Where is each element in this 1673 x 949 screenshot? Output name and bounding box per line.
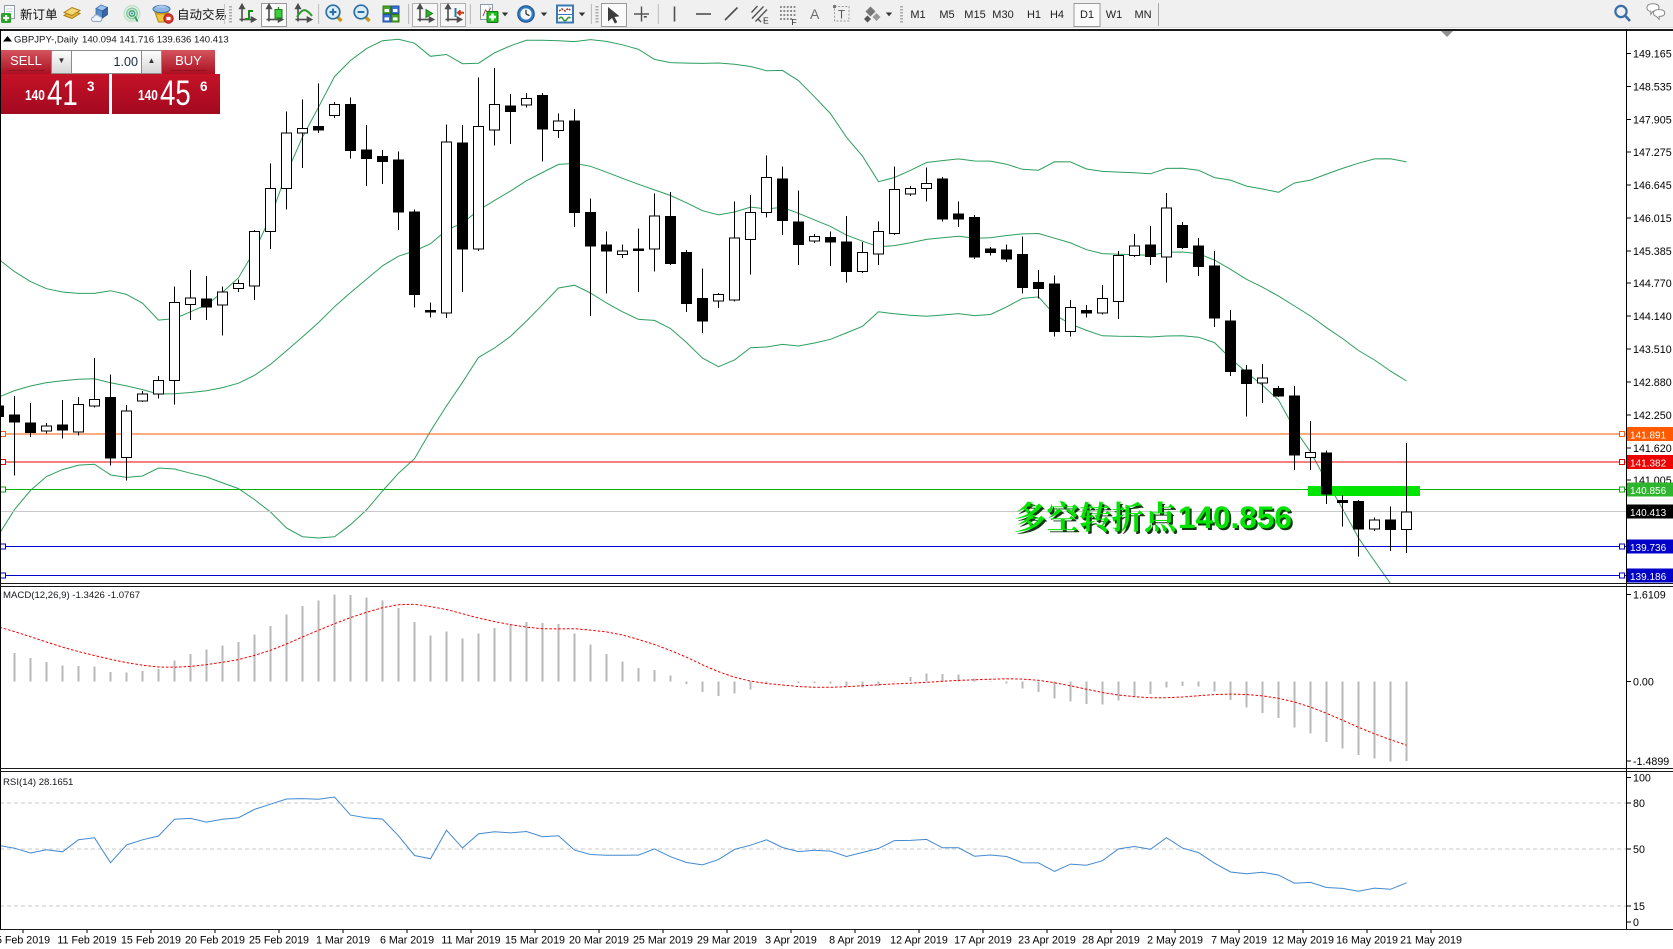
svg-text:50: 50	[1633, 844, 1645, 856]
svg-text:7 May 2019: 7 May 2019	[1211, 935, 1267, 947]
svg-text:139.186: 139.186	[1630, 572, 1667, 583]
svg-text:3 Apr 2019: 3 Apr 2019	[765, 935, 817, 947]
svg-text:25 Feb 2019: 25 Feb 2019	[249, 935, 309, 947]
svg-text:15 Mar 2019: 15 Mar 2019	[505, 935, 565, 947]
svg-text:MN: MN	[1134, 9, 1151, 21]
svg-text:80: 80	[1633, 798, 1645, 810]
svg-text:RSI(14) 28.1651: RSI(14) 28.1651	[3, 777, 73, 788]
svg-text:11 Feb 2019: 11 Feb 2019	[57, 935, 116, 947]
svg-text:25 Mar 2019: 25 Mar 2019	[633, 935, 693, 947]
svg-text:2 May 2019: 2 May 2019	[1147, 935, 1203, 947]
svg-text:141.382: 141.382	[1630, 459, 1667, 470]
svg-text:144.770: 144.770	[1633, 278, 1672, 290]
svg-text:142.250: 142.250	[1633, 410, 1672, 422]
svg-text:F: F	[792, 17, 797, 27]
svg-text:146.015: 146.015	[1633, 213, 1672, 225]
svg-text:H1: H1	[1027, 9, 1041, 21]
svg-text:144.140: 144.140	[1633, 311, 1672, 323]
svg-text:0.00: 0.00	[1633, 676, 1654, 688]
svg-text:0: 0	[1633, 917, 1639, 929]
svg-text:1 Mar 2019: 1 Mar 2019	[316, 935, 370, 947]
svg-text:11 Mar 2019: 11 Mar 2019	[441, 935, 500, 947]
svg-text:141.891: 141.891	[1630, 431, 1667, 442]
svg-text:140.856: 140.856	[1630, 486, 1667, 497]
svg-text:12 May 2019: 12 May 2019	[1272, 935, 1334, 947]
svg-text:28 Apr 2019: 28 Apr 2019	[1082, 935, 1140, 947]
svg-text:17 Apr 2019: 17 Apr 2019	[954, 935, 1012, 947]
svg-text:GBPJPY-,Daily: GBPJPY-,Daily	[14, 35, 78, 46]
svg-text:146.645: 146.645	[1633, 180, 1672, 192]
svg-text:5 Feb 2019: 5 Feb 2019	[0, 935, 50, 947]
svg-text:23 Apr 2019: 23 Apr 2019	[1018, 935, 1076, 947]
svg-text:-1.4899: -1.4899	[1633, 756, 1669, 768]
svg-text:M15: M15	[964, 9, 985, 21]
svg-text:MACD(12,26,9) -1.3426 -1.0767: MACD(12,26,9) -1.3426 -1.0767	[3, 590, 140, 601]
svg-text:100: 100	[1633, 773, 1651, 785]
svg-text:8 Apr 2019: 8 Apr 2019	[829, 935, 881, 947]
svg-text:142.880: 142.880	[1633, 377, 1672, 389]
svg-text:H4: H4	[1050, 9, 1064, 21]
svg-text:T: T	[838, 10, 845, 22]
svg-text:148.535: 148.535	[1633, 81, 1672, 93]
svg-text:149.165: 149.165	[1633, 48, 1672, 60]
svg-text:W1: W1	[1106, 9, 1123, 21]
svg-text:140.856: 140.856	[1180, 501, 1294, 537]
svg-text:140.413: 140.413	[1630, 508, 1667, 519]
svg-text:1.6109: 1.6109	[1633, 589, 1666, 601]
svg-text:139.736: 139.736	[1630, 543, 1667, 554]
svg-text:E: E	[763, 16, 769, 26]
svg-text:140.856: 140.856	[1178, 499, 1292, 535]
svg-text:147.275: 147.275	[1633, 147, 1672, 159]
svg-text:141.620: 141.620	[1633, 443, 1672, 455]
svg-text:M30: M30	[992, 9, 1013, 21]
svg-text:145.385: 145.385	[1633, 246, 1672, 258]
svg-text:12 Apr 2019: 12 Apr 2019	[890, 935, 948, 947]
svg-text:20 Mar 2019: 20 Mar 2019	[569, 935, 629, 947]
svg-text:M1: M1	[910, 9, 925, 21]
svg-text:15 Feb 2019: 15 Feb 2019	[121, 935, 181, 947]
svg-text:21 May 2019: 21 May 2019	[1400, 935, 1462, 947]
svg-text:M5: M5	[939, 9, 954, 21]
svg-text:6 Mar 2019: 6 Mar 2019	[380, 935, 434, 947]
svg-text:15: 15	[1633, 901, 1645, 913]
svg-text:D1: D1	[1080, 9, 1094, 21]
svg-text:29 Mar 2019: 29 Mar 2019	[697, 935, 757, 947]
svg-text:20 Feb 2019: 20 Feb 2019	[185, 935, 245, 947]
svg-text:147.905: 147.905	[1633, 114, 1672, 126]
svg-text:143.510: 143.510	[1633, 344, 1672, 356]
svg-text:A: A	[810, 6, 820, 22]
svg-text:16 May 2019: 16 May 2019	[1336, 935, 1398, 947]
svg-text:140.094 141.716 139.636 140.41: 140.094 141.716 139.636 140.413	[82, 35, 229, 46]
